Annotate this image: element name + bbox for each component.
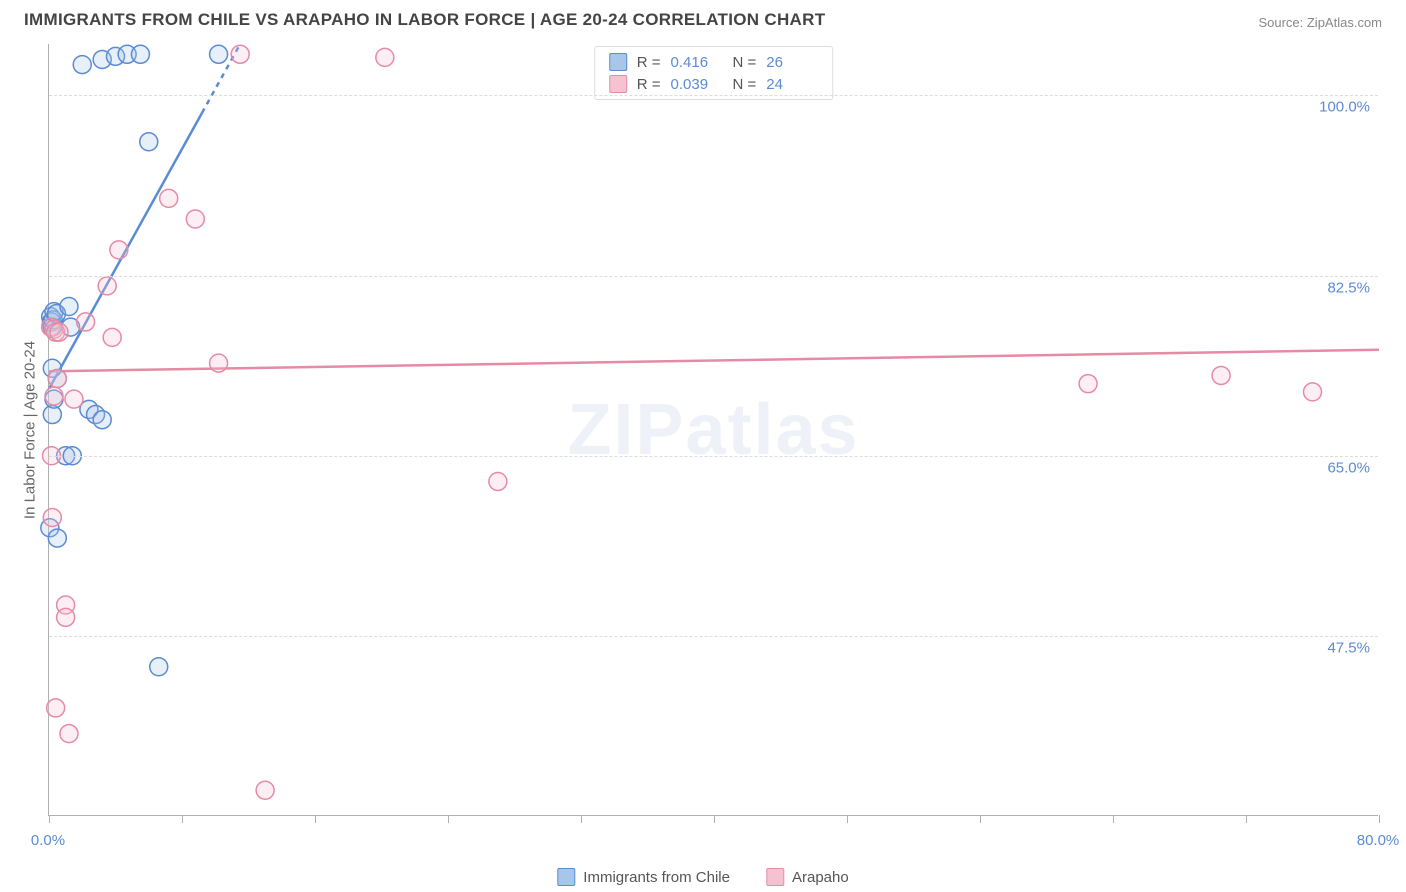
header-row: IMMIGRANTS FROM CHILE VS ARAPAHO IN LABO… [0, 0, 1406, 36]
data-point [47, 699, 65, 717]
legend-label-arapaho: Arapaho [792, 869, 849, 886]
legend-swatch-chile [609, 53, 627, 71]
source-label: Source: ZipAtlas.com [1258, 15, 1382, 30]
data-point [57, 608, 75, 626]
legend-swatch-arapaho [609, 75, 627, 93]
correlation-legend: R = 0.416 N = 26 R = 0.039 N = 24 [594, 46, 834, 100]
legend-swatch-arapaho-icon [766, 868, 784, 886]
n-label: N = [733, 76, 757, 93]
y-tick-label: 65.0% [1327, 459, 1370, 476]
data-point [231, 45, 249, 63]
data-point [376, 48, 394, 66]
data-point [1304, 383, 1322, 401]
data-point [60, 297, 78, 315]
x-tick [49, 815, 50, 823]
x-tick [714, 815, 715, 823]
legend-row-arapaho: R = 0.039 N = 24 [609, 73, 819, 95]
n-value-chile: 26 [766, 54, 818, 71]
data-point [73, 56, 91, 74]
gridline [49, 456, 1378, 457]
legend-label-chile: Immigrants from Chile [583, 869, 730, 886]
data-point [1212, 366, 1230, 384]
y-axis-label: In Labor Force | Age 20-24 [22, 341, 39, 519]
y-tick-label: 82.5% [1327, 279, 1370, 296]
x-tick [1379, 815, 1380, 823]
data-point [140, 133, 158, 151]
legend-item-arapaho: Arapaho [766, 868, 849, 886]
y-tick-label: 100.0% [1319, 99, 1370, 116]
data-point [1079, 375, 1097, 393]
x-tick [1246, 815, 1247, 823]
data-point [150, 658, 168, 676]
data-point [110, 241, 128, 259]
data-point [160, 189, 178, 207]
gridline [49, 276, 1378, 277]
data-point [50, 323, 68, 341]
plot-area: ZIPatlas R = 0.416 N = 26 R = 0.039 N = … [48, 44, 1378, 816]
x-tick [448, 815, 449, 823]
y-tick-label: 47.5% [1327, 639, 1370, 656]
gridline [49, 95, 1378, 96]
r-value-chile: 0.416 [671, 54, 723, 71]
data-point [45, 387, 63, 405]
data-point [77, 313, 95, 331]
x-tick [980, 815, 981, 823]
r-value-arapaho: 0.039 [671, 76, 723, 93]
data-point [93, 411, 111, 429]
x-tick [1113, 815, 1114, 823]
data-point [131, 45, 149, 63]
plot-svg [49, 44, 1378, 815]
series-legend: Immigrants from Chile Arapaho [557, 868, 848, 886]
x-tick [315, 815, 316, 823]
data-point [43, 508, 61, 526]
data-point [256, 781, 274, 799]
x-tick-label: 80.0% [1357, 832, 1400, 849]
data-point [210, 45, 228, 63]
r-label: R = [637, 76, 661, 93]
data-point [98, 277, 116, 295]
data-point [60, 725, 78, 743]
data-point [48, 529, 66, 547]
legend-item-chile: Immigrants from Chile [557, 868, 730, 886]
chart-title: IMMIGRANTS FROM CHILE VS ARAPAHO IN LABO… [24, 10, 825, 30]
data-point [103, 328, 121, 346]
correlation-chart: IMMIGRANTS FROM CHILE VS ARAPAHO IN LABO… [0, 0, 1406, 892]
legend-row-chile: R = 0.416 N = 26 [609, 51, 819, 73]
data-point [186, 210, 204, 228]
r-label: R = [637, 54, 661, 71]
data-point [210, 354, 228, 372]
data-point [489, 472, 507, 490]
legend-swatch-chile-icon [557, 868, 575, 886]
gridline [49, 636, 1378, 637]
data-point [65, 390, 83, 408]
n-label: N = [733, 54, 757, 71]
x-tick [847, 815, 848, 823]
x-tick-label: 0.0% [31, 832, 65, 849]
x-tick [581, 815, 582, 823]
x-tick [182, 815, 183, 823]
data-point [48, 370, 66, 388]
n-value-arapaho: 24 [766, 76, 818, 93]
